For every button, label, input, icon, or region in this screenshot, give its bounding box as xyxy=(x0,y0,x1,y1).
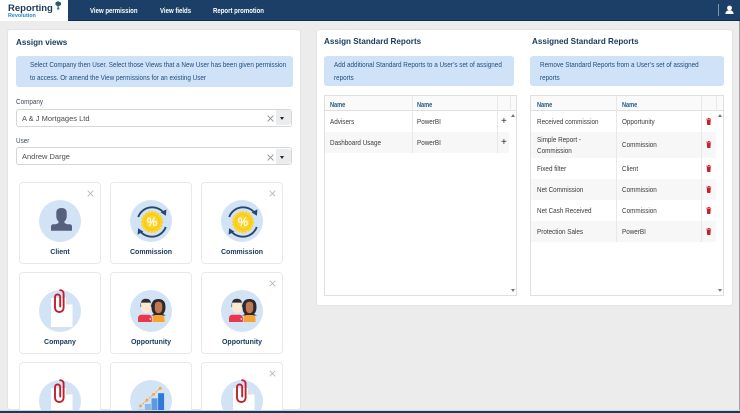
svg-text:%: % xyxy=(147,217,157,229)
svg-text:%: % xyxy=(238,217,248,229)
